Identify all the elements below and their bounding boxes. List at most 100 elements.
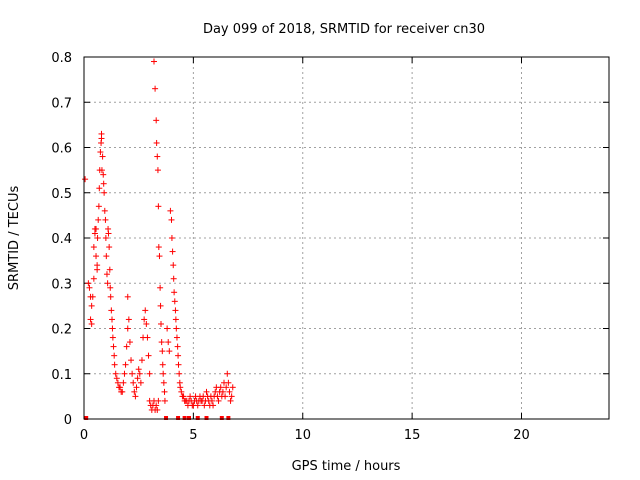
data-point [106,266,113,273]
data-point [125,316,132,323]
data-point [132,393,139,400]
data-point [86,284,93,291]
x-tick-label: 0 [80,428,88,443]
data-point [174,343,181,350]
data-point [219,416,224,420]
y-tick-label: 0.4 [51,232,72,247]
data-point [94,262,101,269]
data-point [91,230,98,237]
data-point [138,357,145,364]
data-point [165,339,172,346]
data-point [226,388,233,395]
data-point [176,416,181,420]
data-point [229,384,236,391]
data-point [126,339,133,346]
data-point [166,348,173,355]
data-point [157,284,164,291]
data-points [82,58,236,420]
data-point [93,253,100,260]
y-tick-label: 0.8 [51,51,72,66]
data-point [144,334,151,341]
data-point [107,293,114,300]
data-point [109,316,115,323]
data-point [146,370,153,377]
data-point [124,293,131,300]
data-point [217,384,224,391]
chart-title: Day 099 of 2018, SRMTID for receiver cn3… [203,22,485,37]
data-point [106,244,113,251]
data-point [176,370,183,377]
data-point [82,176,89,183]
data-point [110,343,117,350]
y-tick-label: 0 [64,413,72,428]
data-point [90,244,97,251]
data-point [159,361,166,368]
data-point [102,216,109,223]
data-point [155,203,162,210]
data-point [114,379,121,386]
data-point [227,397,234,404]
data-point [195,416,200,420]
data-point [121,370,128,377]
data-point [100,180,107,187]
data-point [222,393,229,400]
data-point [109,325,116,332]
data-point [170,262,177,269]
data-point [180,393,187,400]
data-point [173,334,180,341]
data-point [178,388,185,395]
y-tick-label: 0.3 [51,277,72,292]
data-point [136,370,143,377]
x-tick-label: 10 [294,428,311,443]
data-point [94,235,101,241]
data-point [153,139,160,146]
data-point [98,167,105,174]
data-point [87,316,94,323]
data-point [170,275,177,282]
data-point [173,325,180,332]
y-tick-label: 0.1 [51,368,72,383]
data-point [124,325,131,332]
data-point [153,402,160,409]
data-point [100,171,107,178]
data-point [112,370,119,377]
data-point [90,275,97,282]
data-point [154,153,161,160]
data-point [168,235,175,241]
data-point [108,307,115,314]
data-point [103,253,110,260]
data-point [177,384,184,391]
data-point [134,375,141,382]
x-tick-label: 15 [404,428,421,443]
data-point [187,416,191,420]
data-point [151,58,157,65]
data-point [89,293,96,300]
data-point [152,85,159,92]
data-point [169,248,176,255]
x-tick-label: 5 [189,428,197,443]
data-point [155,244,162,251]
data-point [117,384,124,391]
data-point [96,185,103,192]
data-point [175,361,182,368]
data-point [111,352,118,359]
data-point [101,207,108,214]
data-point [97,149,104,156]
data-point [161,397,168,404]
data-point [99,153,106,160]
data-point [158,320,164,327]
data-point [141,316,148,323]
data-point [167,207,174,214]
data-point [208,397,215,404]
data-point [171,298,178,305]
data-point [145,352,152,359]
data-point [224,370,231,377]
data-point [172,316,179,323]
data-point [95,203,102,210]
data-point [182,416,187,420]
y-tick-label: 0.5 [51,187,72,202]
data-point [113,375,120,382]
data-point [129,370,136,377]
data-point [137,379,144,386]
